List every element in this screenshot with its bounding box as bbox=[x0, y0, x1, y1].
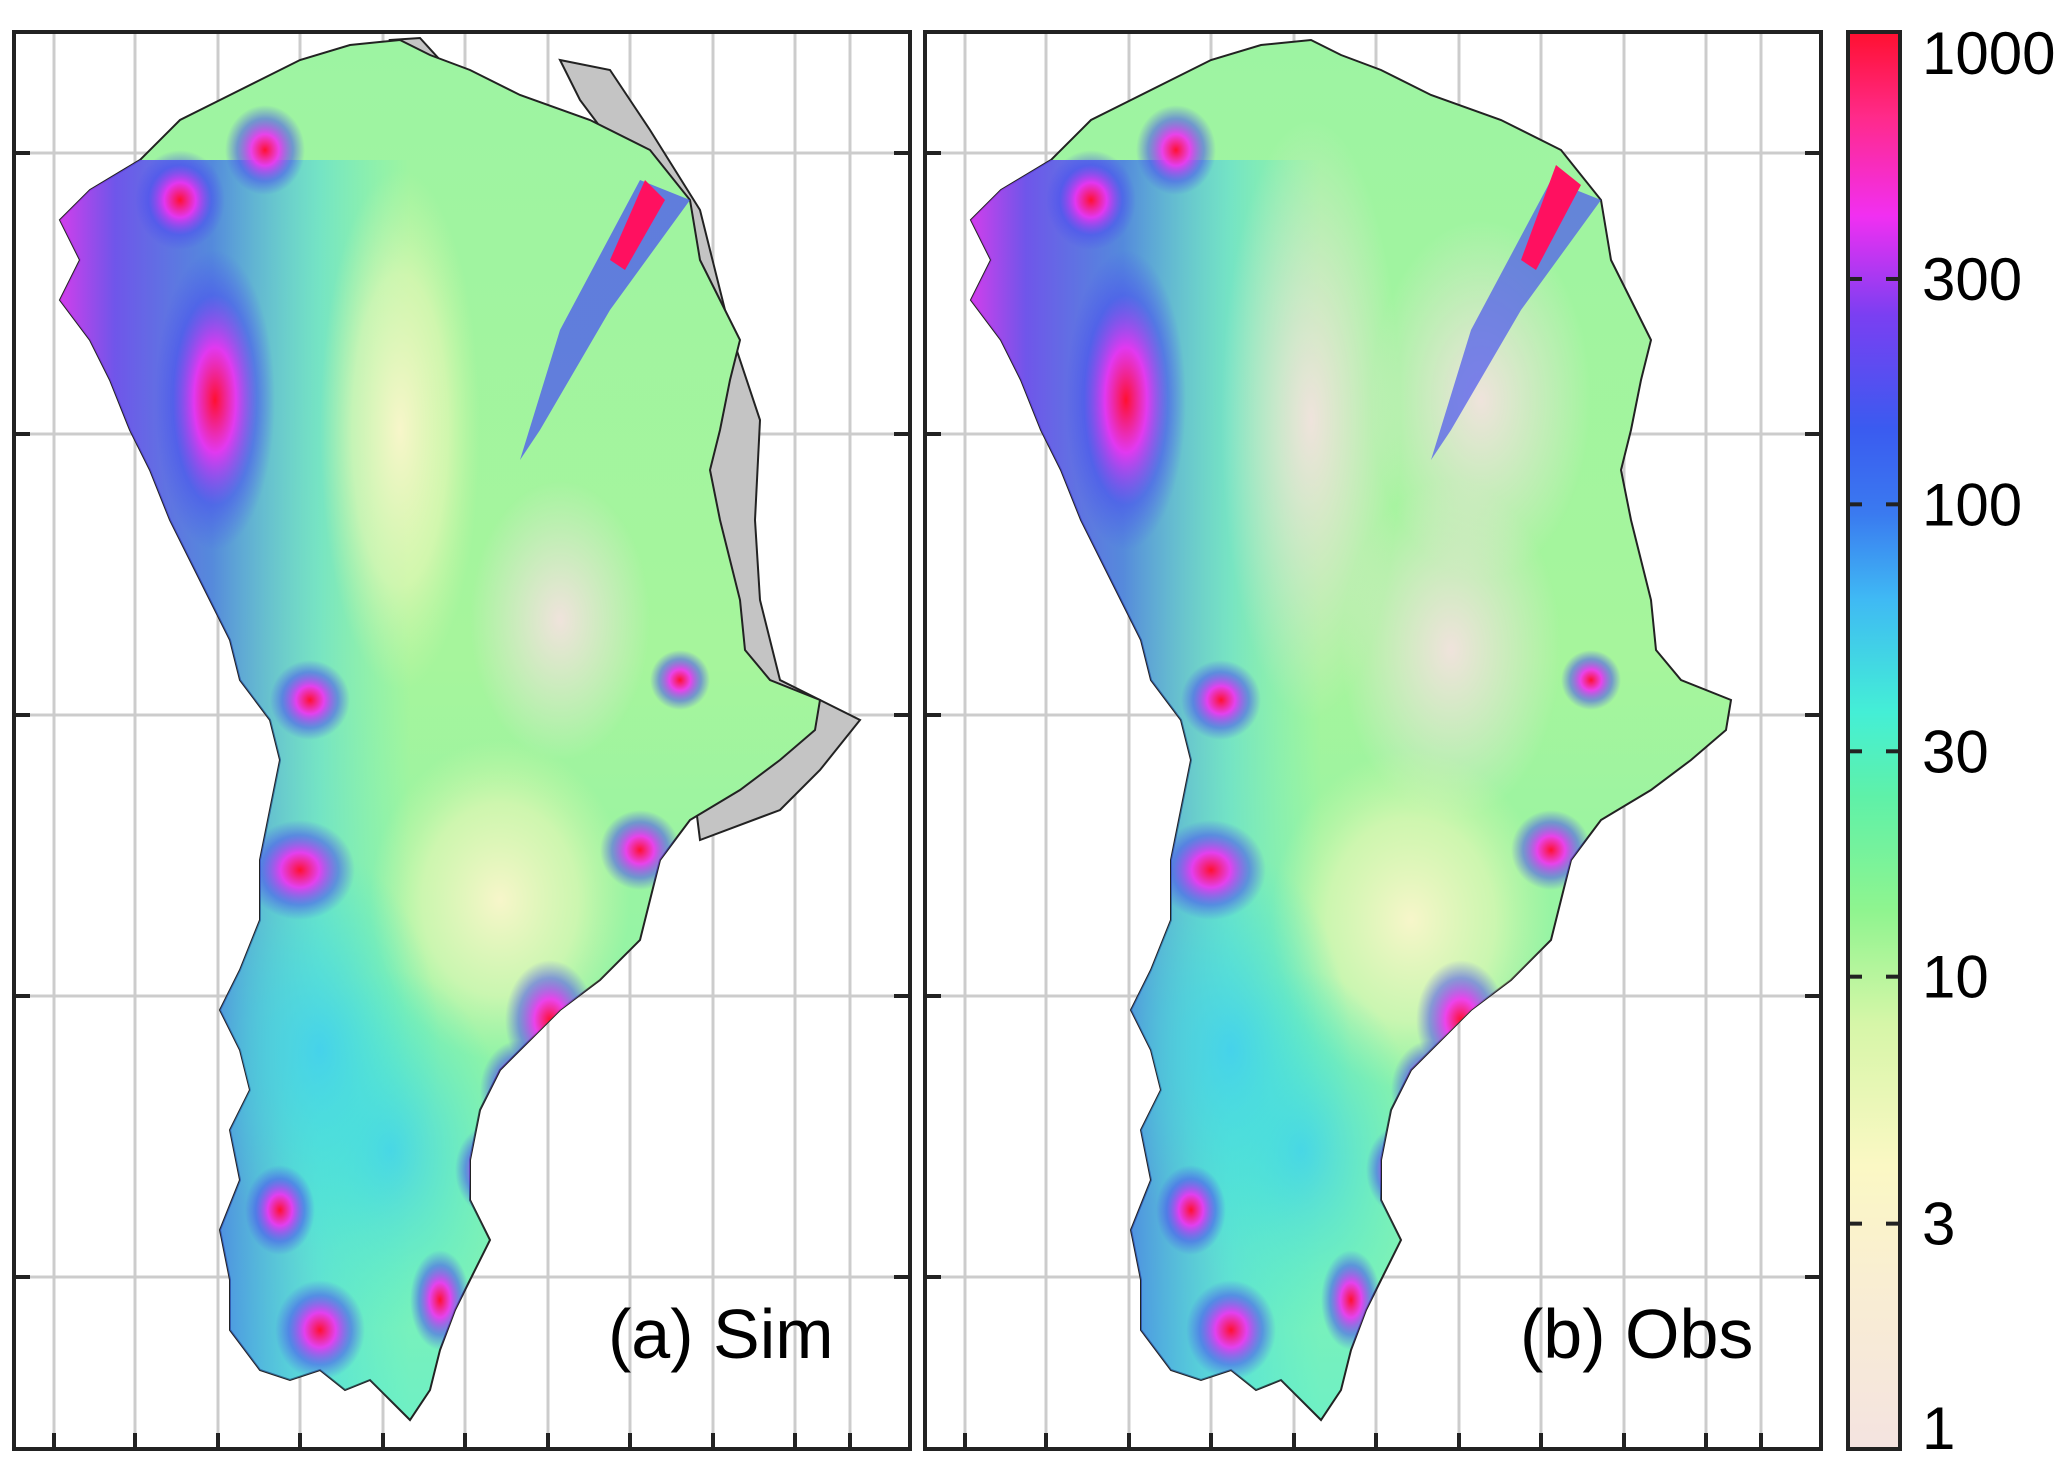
colorbar-label-3: 3 bbox=[1922, 1191, 1955, 1258]
panel-obs-label: (b) Obs bbox=[1520, 1295, 1753, 1373]
colorbar-frame bbox=[1846, 30, 1902, 1451]
panel-sim-ticks bbox=[14, 151, 910, 1449]
colorbar-label-300: 300 bbox=[1922, 246, 2022, 313]
panel-obs-frame bbox=[923, 30, 1823, 1451]
colorbar-ticks: 1000 300 100 30 10 3 1 bbox=[1848, 20, 2055, 1462]
panel-obs: (b) Obs bbox=[923, 30, 1823, 1451]
panel-obs-map bbox=[970, 39, 1732, 1421]
colorbar-label-1000: 1000 bbox=[1922, 20, 2055, 87]
colorbar-gradient bbox=[1848, 32, 1900, 1449]
colorbar-label-10: 10 bbox=[1922, 944, 1989, 1011]
colorbar: 1000 300 100 30 10 3 1 bbox=[1846, 20, 2055, 1462]
colorbar-label-100: 100 bbox=[1922, 471, 2022, 538]
colorbar-label-1: 1 bbox=[1922, 1395, 1955, 1462]
panel-obs-ticks bbox=[925, 151, 1821, 1449]
colorbar-label-30: 30 bbox=[1922, 718, 1989, 785]
panel-sim: (a) Sim bbox=[12, 30, 912, 1451]
panel-sim-frame bbox=[12, 30, 912, 1451]
panel-sim-label: (a) Sim bbox=[608, 1295, 834, 1373]
panel-sim-map bbox=[59, 36, 862, 1421]
